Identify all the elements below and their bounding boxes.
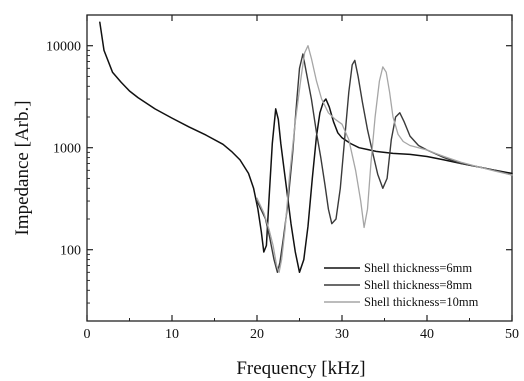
- plot-frame: [86, 14, 513, 322]
- data-series: [99, 21, 513, 274]
- x-tick-label: 0: [84, 327, 91, 342]
- axis-ticks: [86, 14, 513, 322]
- x-tick-label: 10: [165, 327, 179, 342]
- x-axis-title: Frequency [kHz]: [236, 358, 365, 379]
- y-tick-label: 10000: [46, 40, 81, 55]
- y-axis-title: Impedance [Arb.]: [12, 100, 33, 235]
- legend: Shell thickness=6mm Shell thickness=8mm Sh…: [324, 261, 479, 309]
- x-tick-label: 20: [250, 327, 264, 342]
- tick-labels: 0 10 20 30 40 50 100 1000 10000: [46, 40, 519, 342]
- x-tick-label: 50: [505, 327, 519, 342]
- x-tick-label: 30: [335, 327, 349, 342]
- legend-label: Shell thickness=8mm: [364, 278, 472, 292]
- x-tick-label: 40: [420, 327, 434, 342]
- legend-label: Shell thickness=10mm: [364, 295, 479, 309]
- legend-label: Shell thickness=6mm: [364, 261, 472, 275]
- y-tick-label: 100: [60, 244, 81, 259]
- series-line-1: [99, 21, 513, 274]
- series-line-2: [256, 53, 513, 273]
- series-line-3: [256, 45, 513, 273]
- y-tick-label: 1000: [53, 142, 81, 157]
